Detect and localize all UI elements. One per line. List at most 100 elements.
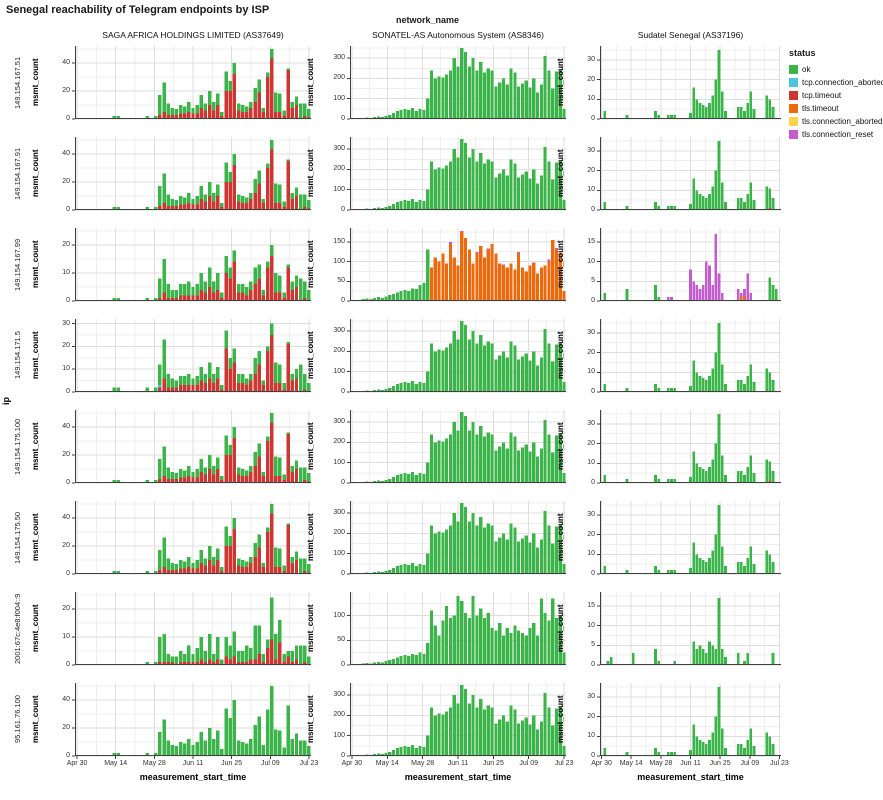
bar-segment-ok bbox=[195, 376, 199, 386]
bar-segment-ok bbox=[307, 656, 311, 665]
bar-segment-ok bbox=[211, 281, 216, 293]
bar-segment-ok bbox=[739, 198, 743, 210]
bar-segment-ok bbox=[666, 115, 670, 119]
bar-segment-ok bbox=[303, 467, 307, 481]
bar-segment-ok bbox=[460, 48, 464, 119]
bar-segment-ok bbox=[426, 642, 430, 665]
bar-segment-ok bbox=[771, 744, 775, 756]
bar-segment-ok bbox=[714, 79, 718, 119]
bar-segment-tls.connection_reset bbox=[448, 242, 453, 244]
legend-item-label: tcp.connection_aborted bbox=[802, 78, 883, 87]
bar-segment-ok bbox=[708, 558, 711, 574]
bar-segment-ok bbox=[505, 721, 509, 756]
bar-segment-tcp.timeout bbox=[166, 205, 170, 210]
bar-segment-tcp.timeout bbox=[240, 111, 245, 119]
bar-segment-ok bbox=[395, 292, 399, 301]
bar-segment-ok bbox=[452, 422, 456, 483]
bar-segment-tcp.timeout bbox=[203, 110, 208, 119]
bar-segment-ok bbox=[535, 547, 540, 574]
bar-segment-ok bbox=[391, 385, 396, 392]
bar-segment-ok bbox=[170, 656, 175, 663]
bar-segment-ok bbox=[714, 170, 718, 210]
bar-segment-ok bbox=[558, 707, 562, 756]
bar-segment-ok bbox=[414, 655, 418, 665]
bar-segment-ok bbox=[112, 387, 117, 392]
bar-segment-ok bbox=[203, 373, 208, 383]
bar-segment-ok bbox=[441, 168, 445, 210]
bar-segment-ok bbox=[191, 562, 195, 569]
bar-segment-ok bbox=[437, 349, 441, 392]
bar-segment-ok bbox=[752, 382, 756, 392]
bar-segment-ok bbox=[768, 736, 772, 756]
bar-segment-tcp.timeout bbox=[158, 387, 162, 392]
panel-r4-c2 bbox=[597, 410, 781, 484]
bar-segment-ok bbox=[278, 275, 282, 293]
bar-segment-tcp.timeout bbox=[232, 529, 237, 574]
bar-segment-ok bbox=[195, 104, 199, 114]
bar-segment-tcp.timeout bbox=[240, 662, 245, 665]
bar-segment-tcp.timeout bbox=[216, 659, 220, 665]
bar-segment-tcp.timeout bbox=[195, 568, 199, 574]
y-tick-label: 0 bbox=[591, 206, 595, 213]
bar-segment-ok bbox=[199, 95, 204, 108]
y-tick-label: 20 bbox=[587, 348, 595, 356]
bar-segment-ok bbox=[249, 648, 253, 660]
bar-segment-tls.connection_reset bbox=[717, 273, 721, 301]
bar-segment-ok bbox=[422, 473, 426, 483]
bar-segment-tcp.timeout bbox=[191, 204, 195, 210]
facet-row-label-3: 149.154.171.5 bbox=[13, 331, 22, 380]
bar-segment-tcp.timeout bbox=[187, 475, 191, 483]
bar-segment-ok bbox=[625, 206, 629, 210]
bar-segment-tls.connection_reset bbox=[486, 248, 490, 250]
bar-segment-ok bbox=[551, 598, 555, 665]
bar-segment-ok bbox=[407, 473, 411, 483]
bar-segment-tcp.timeout bbox=[274, 659, 278, 665]
bar-segment-ok bbox=[391, 293, 396, 301]
bar-segment-ok bbox=[717, 49, 721, 119]
bar-segment-tcp.timeout bbox=[174, 114, 179, 119]
bar-segment-ok bbox=[187, 373, 191, 386]
bar-segment-ok bbox=[490, 707, 494, 756]
bar-segment-tcp.timeout bbox=[236, 382, 241, 392]
bar-segment-ok bbox=[603, 293, 607, 301]
bar-segment-ok bbox=[380, 207, 384, 210]
bar-segment-ok bbox=[456, 703, 460, 756]
bar-segment-ok bbox=[720, 728, 724, 756]
bar-segment-ok bbox=[437, 76, 441, 119]
bar-segment-ok bbox=[282, 474, 286, 481]
bar-segment-ok bbox=[265, 527, 270, 532]
bar-segment-ok bbox=[418, 381, 422, 392]
bar-segment-ok bbox=[303, 645, 307, 663]
bar-segment-ok bbox=[388, 205, 392, 210]
bar-segment-ok bbox=[228, 645, 233, 660]
bar-segment-ok bbox=[479, 426, 483, 483]
bar-segment-ok bbox=[298, 278, 303, 301]
y-axis-title: msmt_count bbox=[31, 513, 40, 562]
bar-segment-ok bbox=[524, 444, 528, 483]
bar-segment-tls.connection_reset bbox=[695, 285, 699, 301]
bar-segment-tcp.timeout bbox=[199, 659, 204, 665]
bar-segment-ok bbox=[228, 536, 233, 546]
bar-segment-ok bbox=[307, 109, 311, 118]
bar-segment-ok bbox=[520, 83, 525, 119]
bar-segment-ok bbox=[673, 388, 676, 392]
bar-segment-ok bbox=[174, 746, 179, 756]
bar-segment-tcp.timeout bbox=[265, 167, 270, 210]
bar-segment-tcp.timeout bbox=[170, 114, 175, 119]
bar-segment-ok bbox=[448, 70, 453, 119]
bar-segment-tcp.timeout bbox=[170, 569, 175, 574]
y-axis-title: msmt_count bbox=[556, 240, 565, 289]
bar-segment-tcp.timeout bbox=[178, 385, 183, 392]
bar-segment-ok bbox=[391, 567, 396, 574]
y-tick-label: 20 bbox=[62, 604, 70, 612]
bar-segment-ok bbox=[705, 653, 708, 665]
bar-segment-tcp.timeout bbox=[257, 183, 261, 210]
bar-segment-ok bbox=[524, 353, 528, 392]
bar-segment-ok bbox=[166, 194, 170, 206]
bar-segment-ok bbox=[245, 645, 249, 663]
panel-r0-c0 bbox=[72, 46, 311, 120]
bar-segment-ok bbox=[211, 466, 216, 475]
bar-segment-ok bbox=[490, 434, 494, 483]
bar-segment-tls.connection_reset bbox=[670, 297, 673, 301]
legend-swatch-icon bbox=[789, 117, 798, 126]
